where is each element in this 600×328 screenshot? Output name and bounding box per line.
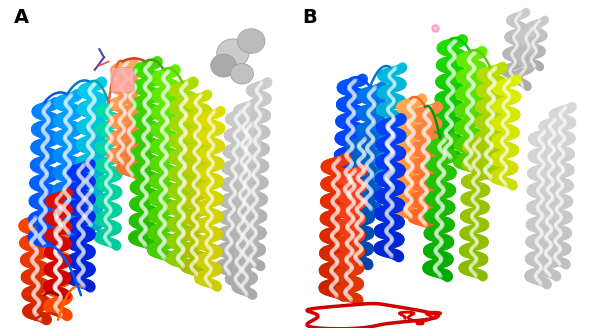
Text: A: A (14, 8, 29, 27)
Circle shape (230, 64, 254, 84)
FancyBboxPatch shape (111, 68, 134, 92)
Text: B: B (302, 8, 317, 27)
Circle shape (217, 39, 249, 68)
Circle shape (238, 29, 265, 53)
Circle shape (211, 54, 236, 77)
